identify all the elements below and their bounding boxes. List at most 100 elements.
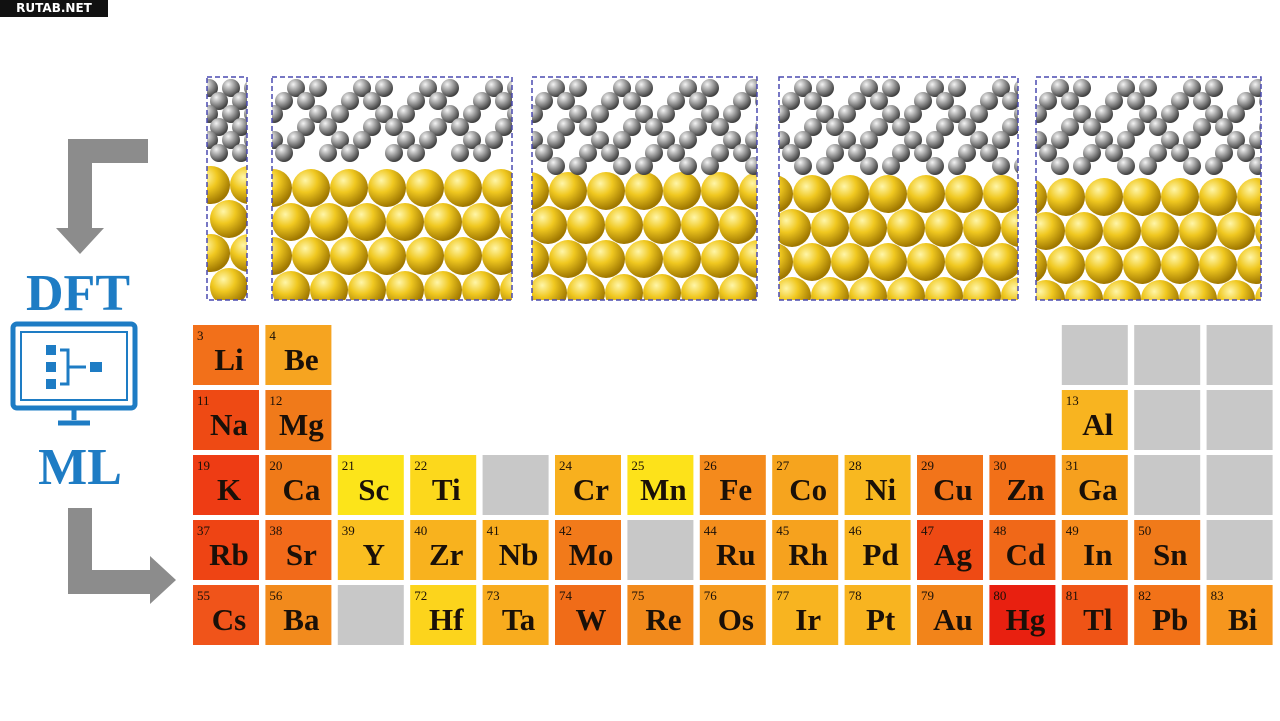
element-cell <box>555 520 621 580</box>
atomic-number: 11 <box>197 393 210 408</box>
atom-panels <box>206 76 1262 301</box>
atomic-number: 21 <box>342 458 355 473</box>
element-cell <box>1061 325 1128 385</box>
element-cell <box>627 520 694 580</box>
element-symbol: Ta <box>502 602 536 637</box>
element-symbol: Cd <box>1006 537 1046 572</box>
atomic-number: 28 <box>849 458 862 473</box>
atomic-number: 24 <box>559 458 573 473</box>
atomic-number: 19 <box>197 458 210 473</box>
element-symbol: Tl <box>1083 602 1113 637</box>
atomic-number: 45 <box>776 523 789 538</box>
element-cell <box>265 325 332 385</box>
element-cell <box>1134 585 1201 645</box>
element-cell <box>917 585 983 645</box>
element-symbol: Ca <box>282 472 320 507</box>
atomic-number: 78 <box>849 588 862 603</box>
element-symbol: Hf <box>429 602 464 637</box>
atomic-number: 80 <box>993 588 1006 603</box>
element-symbol: Bi <box>1228 602 1258 637</box>
element-cell <box>699 455 766 515</box>
atom-panel <box>531 76 758 301</box>
atomic-number: 81 <box>1066 588 1079 603</box>
element-symbol: Zn <box>1006 472 1044 507</box>
element-symbol: Ru <box>716 537 756 572</box>
element-cell <box>193 390 259 450</box>
element-symbol: Be <box>284 342 318 377</box>
element-cell <box>1061 520 1128 580</box>
element-symbol: W <box>576 602 607 637</box>
element-symbol: K <box>217 472 241 507</box>
element-cell <box>265 520 332 580</box>
atomic-number: 77 <box>776 588 790 603</box>
element-symbol: In <box>1083 537 1112 572</box>
element-cell <box>1134 325 1201 385</box>
atomic-number: 79 <box>921 588 934 603</box>
element-cell <box>1134 390 1201 450</box>
element-symbol: Ag <box>934 537 972 572</box>
atomic-number: 49 <box>1066 523 1079 538</box>
atomic-number: 44 <box>704 523 718 538</box>
element-symbol: Li <box>214 342 244 377</box>
atomic-number: 4 <box>269 328 276 343</box>
element-cell <box>193 455 259 515</box>
element-cell <box>772 520 839 580</box>
atomic-number: 82 <box>1138 588 1151 603</box>
atomic-number: 26 <box>704 458 718 473</box>
element-cell <box>1206 325 1273 385</box>
atom-panel <box>206 76 248 301</box>
element-cell <box>265 585 332 645</box>
element-cell <box>627 585 694 645</box>
element-cell <box>555 585 621 645</box>
element-cell <box>772 585 839 645</box>
ml-label: ML <box>38 439 122 496</box>
atomic-number: 25 <box>631 458 644 473</box>
element-symbol: Mg <box>279 407 324 442</box>
periodic-table: 3Li4Be11Na12Mg13Al19K20Ca21Sc22Ti24Cr25M… <box>193 325 1273 645</box>
element-symbol: Ni <box>865 472 896 507</box>
watermark-bg <box>0 0 108 17</box>
element-symbol: Mo <box>569 537 614 572</box>
element-symbol: Co <box>789 472 827 507</box>
element-symbol: Pb <box>1152 602 1188 637</box>
element-symbol: Rb <box>209 537 249 572</box>
atomic-number: 20 <box>269 458 282 473</box>
element-cell <box>1134 520 1201 580</box>
element-symbol: Hg <box>1006 602 1046 637</box>
dft-label: DFT <box>26 265 130 322</box>
element-cell <box>337 585 404 645</box>
element-cell <box>410 455 477 515</box>
element-symbol: Pd <box>863 537 899 572</box>
element-symbol: Ga <box>1078 472 1118 507</box>
atomic-number: 76 <box>704 588 718 603</box>
element-symbol: Os <box>718 602 754 637</box>
atomic-number: 31 <box>1066 458 1079 473</box>
atomic-number: 40 <box>414 523 427 538</box>
atomic-number: 22 <box>414 458 427 473</box>
atomic-number: 41 <box>487 523 500 538</box>
atomic-number: 13 <box>1066 393 1079 408</box>
element-cell <box>193 585 259 645</box>
element-cell <box>844 520 911 580</box>
element-symbol: Sr <box>286 537 317 572</box>
element-symbol: Ir <box>795 602 821 637</box>
atomic-number: 39 <box>342 523 355 538</box>
atom-panel <box>271 76 513 301</box>
element-symbol: Y <box>363 537 385 572</box>
element-symbol: Na <box>210 407 248 442</box>
element-cell <box>337 520 404 580</box>
computer-icon <box>10 321 138 426</box>
atomic-number: 29 <box>921 458 934 473</box>
atomic-number: 30 <box>993 458 1006 473</box>
atomic-number: 72 <box>414 588 427 603</box>
element-cell <box>482 455 549 515</box>
element-cell <box>482 520 549 580</box>
element-cell <box>844 585 911 645</box>
element-cell <box>989 585 1056 645</box>
atomic-number: 83 <box>1211 588 1224 603</box>
element-cell <box>917 520 983 580</box>
arrow-down <box>56 139 148 254</box>
element-symbol: Rh <box>788 537 828 572</box>
atomic-number: 75 <box>631 588 644 603</box>
atomic-number: 47 <box>921 523 935 538</box>
